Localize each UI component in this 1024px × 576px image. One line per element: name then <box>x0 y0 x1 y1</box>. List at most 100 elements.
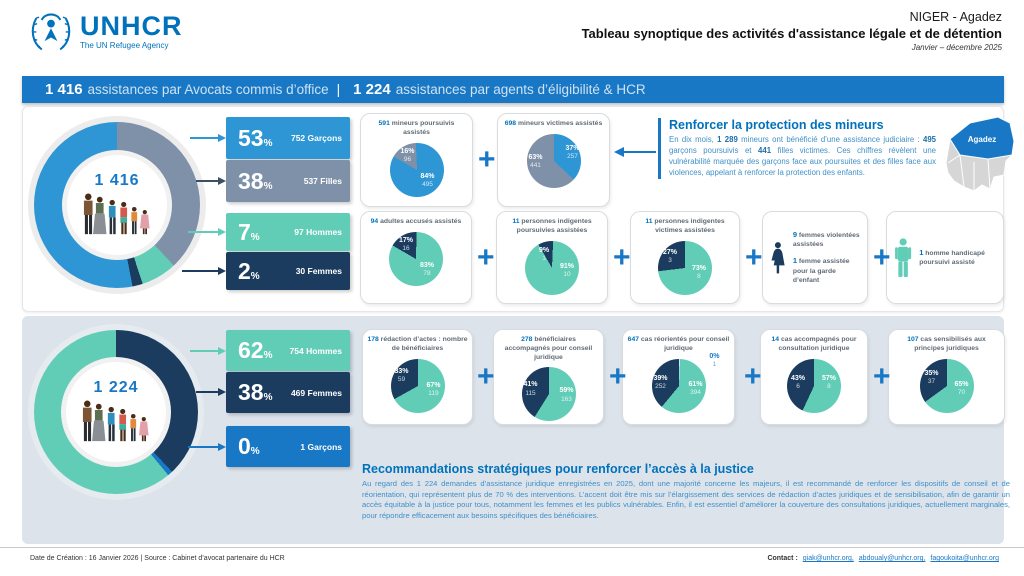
pie-slice-label: 37% 257 <box>565 144 580 160</box>
header-period: Janvier – décembre 2025 <box>911 43 1002 52</box>
plus-sign: + <box>613 241 631 274</box>
stat-pct: 53% <box>238 124 273 151</box>
pie-indigents-victimes: 27% 3 73% 8 <box>658 240 712 295</box>
banner-count-2: 1 224 <box>353 81 391 98</box>
card-redaction-actes: 178 rédaction d’actes : nombre de bénéfi… <box>362 329 473 425</box>
banner-separator: | <box>336 82 341 97</box>
card-title: 591 mineurs poursuivis assistés <box>378 120 455 136</box>
banner-count-1: 1 416 <box>45 81 83 98</box>
plus-sign: + <box>873 360 891 393</box>
family-illustration <box>82 400 149 442</box>
footer-contact: Contact : giak@unhcr.org, abdoualy@unhcr… <box>767 555 999 562</box>
plus-sign: + <box>477 241 495 274</box>
women-line-1: 9 femmes violentées assistées <box>792 230 860 249</box>
plus-sign: + <box>478 143 496 176</box>
contact-label: Contact : <box>767 555 798 562</box>
card-indigents-poursuivis: 11 personnes indigentes poursuivies assi… <box>496 211 608 304</box>
pie-slice-label: 43% 6 <box>791 374 806 390</box>
man-icon <box>895 237 912 277</box>
pie-consultation-juridique: 43% 6 57% 8 <box>787 358 841 413</box>
banner-label-1: assistances par Avocats commis d’office <box>87 82 329 97</box>
pie-slice-label: 9% 1 <box>539 246 550 262</box>
pie-mineurs-victimes: 37% 257 63% 441 <box>526 133 581 188</box>
unhcr-emblem-icon <box>31 13 71 51</box>
card-title: 11 personnes indigentes poursuivies assi… <box>512 218 592 234</box>
stat-box-garcons: 53% 752 Garçons <box>226 117 350 159</box>
pie-slice-label: 91% 10 <box>559 262 574 278</box>
card-mineurs-poursuivis: 591 mineurs poursuivis assistés 16% 96 84… <box>360 113 473 207</box>
pie-accompagnes-conseil: 41% 115 59% 163 <box>521 367 576 422</box>
stat-label: 754 Hommes <box>289 345 342 356</box>
card-consultation-juridique: 14 cas accompagnés pour consultation jur… <box>760 329 868 425</box>
card-title: 11 personnes indigentes victimes assisté… <box>645 218 725 234</box>
pie-slice-label: 41% 115 <box>523 381 538 397</box>
pie-slice-label: 0% 1 <box>709 352 720 368</box>
card-reorientes-conseil: 647 cas réorientés pour conseil juridiqu… <box>622 329 735 425</box>
pie-slice-label: 84% 495 <box>420 173 435 189</box>
logo-tagline: The UN Refugee Agency <box>80 40 169 50</box>
header-region: NIGER - Agadez <box>909 10 1002 24</box>
recommendations-body: Au regard des 1 224 demandes d’assistanc… <box>362 479 1010 520</box>
page-title: Tableau synoptique des activités d'assis… <box>581 26 1002 41</box>
plus-sign: + <box>873 241 891 274</box>
donut-chart-avocats: 1 416 <box>28 116 206 294</box>
plus-sign: + <box>609 360 627 393</box>
mineurs-title: Renforcer la protection des mineurs <box>669 118 884 132</box>
plus-sign: + <box>477 360 495 393</box>
card-sensibilises-principes: 107 cas sensibilisés aux principes jurid… <box>888 329 1005 425</box>
unhcr-logo: UNHCR The UN Refugee Agency <box>28 8 183 54</box>
footer-creation-source: Date de Création : 16 Janvier 2026 | Sou… <box>30 555 285 562</box>
recommendations-block: Recommandations stratégiques pour renfor… <box>362 462 1010 522</box>
mineurs-body: En dix mois, 1 289 mineurs ont bénéficié… <box>669 135 936 177</box>
stat-label: 469 Femmes <box>290 387 342 398</box>
stat-pct: 0% <box>238 433 260 459</box>
pie-slice-label: 35% 37 <box>924 369 939 385</box>
pie-mineurs-poursuivis: 16% 96 84% 495 <box>389 142 444 197</box>
pie-slice-label: 63% 441 <box>528 153 543 169</box>
pie-slice-label: 73% 8 <box>691 264 706 280</box>
logo-name: UNHCR <box>80 10 183 41</box>
card-title: 647 cas réorientés pour conseil juridiqu… <box>627 336 730 352</box>
stat-label: 537 Filles <box>303 176 342 186</box>
pie-slice-label: 57% 8 <box>821 374 836 390</box>
stat-label: 1 Garçons <box>300 441 342 452</box>
donut-chart-eligibilite: 1 224 <box>28 324 204 500</box>
donut-total-eligibilite: 1 224 <box>93 379 139 396</box>
pie-sensibilises-principes: 35% 37 65% 70 <box>919 358 974 413</box>
card-title: 178 rédaction d’actes : nombre de bénéfi… <box>367 336 468 352</box>
pie-reorientes-conseil: 0% 1 39% 252 61% 394 <box>651 353 720 413</box>
pie-indigents-poursuivis: 9% 1 91% 10 <box>525 240 579 295</box>
pie-slice-label: 17% 16 <box>399 236 414 252</box>
card-title: 94 adultes accusés assistés <box>370 218 462 225</box>
contact-email-2[interactable]: abdoualy@unhcr.org, <box>858 555 926 562</box>
document-header: NIGER - Agadez Tableau synoptique des ac… <box>582 10 1002 52</box>
card-title: 14 cas accompagnés pour consultation jur… <box>771 336 857 352</box>
stat-box-hommes-2: 62% 754 Hommes <box>226 330 350 371</box>
stat-label: 97 Hommes <box>294 227 342 237</box>
stat-box-femmes: 2% 30 Femmes <box>226 252 350 290</box>
stat-pct: 62% <box>238 337 273 363</box>
pie-slice-label: 61% 394 <box>688 380 703 396</box>
pie-slice-label: 83% 78 <box>419 262 434 278</box>
man-line: 1 homme handicapé poursuivi assisté <box>919 247 985 266</box>
contact-email-3[interactable]: fagoukoita@unhcr.org <box>930 555 999 562</box>
card-mineurs-victimes: 698 mineurs victimes assistés 37% 257 63%… <box>497 113 610 207</box>
card-adultes-accuses: 94 adultes accusés assistés 17% 16 83% 78 <box>360 211 472 304</box>
women-line-2: 1 femme assistée pour la garde d’enfant <box>792 256 850 284</box>
stat-box-filles: 38% 537 Filles <box>226 160 350 202</box>
contact-email-1[interactable]: giak@unhcr.org, <box>802 555 854 562</box>
card-accompagnes-conseil: 278 bénéficiaires accompagnés pour conse… <box>493 329 604 425</box>
card-indigents-victimes: 11 personnes indigentes victimes assisté… <box>630 211 740 304</box>
pie-slice-label: 59% 163 <box>559 387 574 403</box>
agadez-label: Agadez <box>968 135 996 144</box>
family-illustration <box>83 193 150 235</box>
card-homme-handicape: 1 homme handicapé poursuivi assisté <box>886 211 1004 304</box>
stat-box-garcons-2: 0% 1 Garçons <box>226 426 350 467</box>
stat-box-femmes-2: 38% 469 Femmes <box>226 372 350 413</box>
stat-box-hommes: 7% 97 Hommes <box>226 213 350 251</box>
plus-sign: + <box>745 241 763 274</box>
card-title: 278 bénéficiaires accompagnés pour conse… <box>504 336 593 361</box>
pie-slice-label: 39% 252 <box>653 374 668 390</box>
recommendations-title: Recommandations stratégiques pour renfor… <box>362 462 754 476</box>
stat-pct: 38% <box>238 167 273 194</box>
